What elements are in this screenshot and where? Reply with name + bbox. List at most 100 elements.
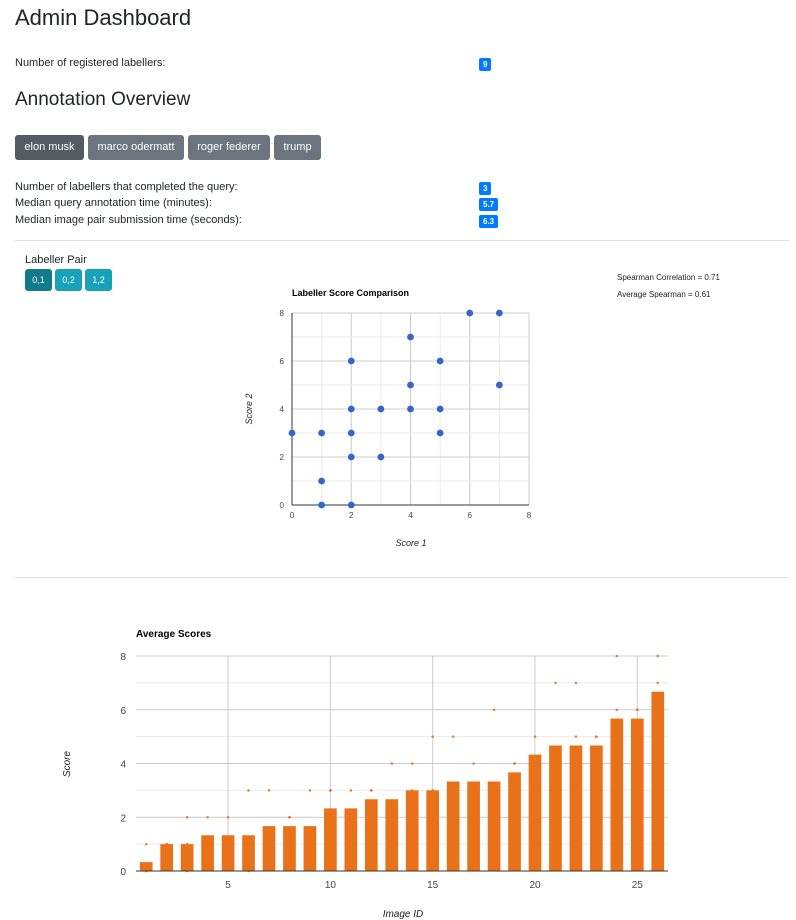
pair-button-0-2[interactable]: 0,2 (55, 269, 82, 291)
individual-score-point (370, 815, 373, 819)
individual-score-point (431, 842, 434, 846)
scatter-point (407, 381, 414, 389)
individual-score-point (492, 708, 496, 712)
pair-button-0-1[interactable]: 0,1 (25, 269, 52, 291)
scatter-point (347, 453, 355, 461)
scatter-point (407, 405, 414, 413)
individual-score-point (472, 762, 475, 765)
bar-ylabel: Score (62, 751, 73, 778)
bar-y-tick-label: 0 (120, 867, 126, 878)
bar (344, 808, 358, 871)
individual-score-point (574, 735, 578, 738)
bar (487, 781, 501, 871)
bar-title: Average Scores (136, 629, 212, 640)
bar (283, 826, 296, 871)
completed-labellers-label: Number of labellers that completed the q… (15, 181, 238, 193)
scatter-point (347, 429, 355, 437)
individual-score-point (533, 735, 537, 738)
registered-labellers-label: Number of registered labellers: (15, 57, 166, 69)
query-button-marco-odermatt[interactable]: marco odermatt (88, 135, 184, 160)
individual-score-point (472, 789, 475, 792)
median-submission-time-label: Median image pair submission time (secon… (15, 214, 242, 226)
scatter-y-tick-label: 8 (280, 309, 285, 318)
scatter-point (466, 309, 474, 317)
individual-score-point (308, 789, 312, 792)
individual-score-point (615, 789, 619, 792)
scatter-ylabel: Score 2 (244, 393, 254, 424)
bar-x-tick-label: 10 (325, 880, 337, 891)
bar (426, 790, 440, 871)
scatter-x-tick-label: 4 (408, 511, 413, 520)
divider (15, 577, 789, 578)
individual-score-point (226, 842, 230, 846)
bar (139, 862, 153, 871)
individual-score-point (533, 762, 537, 765)
individual-score-point (656, 654, 660, 658)
scatter-point (377, 405, 385, 413)
scatter-y-tick-label: 4 (280, 405, 285, 414)
scatter-y-tick-label: 2 (280, 453, 285, 462)
query-button-elon-musk[interactable]: elon musk (15, 135, 84, 160)
query-button-roger-federer[interactable]: roger federer (188, 135, 270, 160)
bar (508, 772, 521, 871)
bar-x-tick-label: 15 (427, 880, 439, 891)
scatter-title: Labeller Score Comparison (292, 288, 409, 298)
average-spearman: Average Spearman = 0.61 (617, 290, 711, 299)
individual-score-point (288, 842, 291, 846)
individual-score-point (267, 842, 271, 846)
bar-y-tick-label: 2 (120, 813, 126, 824)
bar (324, 808, 337, 871)
individual-score-point (288, 815, 291, 819)
bar (385, 799, 399, 871)
individual-score-point (513, 762, 516, 765)
bar (242, 835, 255, 871)
pair-button-1-2[interactable]: 1,2 (85, 269, 112, 291)
individual-score-point (329, 789, 332, 792)
bar (651, 691, 665, 871)
scatter-point (436, 405, 444, 413)
individual-score-point (206, 815, 209, 819)
scatter-point (318, 429, 326, 437)
bar-y-tick-label: 4 (120, 760, 126, 771)
scatter-point (347, 405, 355, 413)
individual-score-point (431, 735, 434, 738)
individual-score-point (390, 762, 394, 765)
individual-score-point (595, 762, 598, 765)
median-query-time-badge: 5.7 (479, 198, 499, 211)
individual-score-point (267, 789, 271, 792)
bar (630, 718, 644, 871)
individual-score-point (185, 815, 189, 819)
bar (221, 835, 235, 871)
bar (590, 745, 603, 871)
scatter-point (377, 453, 385, 461)
individual-score-point (390, 815, 394, 819)
individual-score-point (574, 681, 578, 685)
scatter-y-tick-label: 6 (280, 357, 285, 366)
scatter-point (407, 333, 414, 341)
individual-score-point (410, 815, 414, 819)
bar (610, 718, 624, 871)
individual-score-point (554, 762, 557, 765)
bar-xlabel: Image ID (383, 909, 424, 920)
bar-chart: Average Scores Image ID Score 5 10 15 20 25 0… (62, 629, 668, 920)
scatter-x-tick-label: 6 (468, 511, 473, 520)
individual-score-point (636, 735, 639, 738)
individual-score-point (370, 789, 373, 792)
individual-score-point (247, 789, 250, 792)
median-query-time-label: Median query annotation time (minutes): (15, 197, 212, 209)
query-button-trump[interactable]: trump (274, 135, 321, 160)
bar (467, 781, 480, 871)
bar (303, 826, 317, 871)
bar (528, 754, 542, 871)
bar (405, 790, 419, 871)
individual-score-point (329, 842, 332, 846)
individual-score-point (308, 842, 312, 846)
section-title: Annotation Overview (15, 89, 191, 110)
scatter-point (495, 309, 503, 317)
bar (201, 835, 214, 871)
scatter-x-tick-label: 0 (290, 511, 295, 520)
individual-score-point (410, 789, 414, 792)
individual-score-point (513, 789, 516, 792)
individual-score-point (349, 789, 353, 792)
